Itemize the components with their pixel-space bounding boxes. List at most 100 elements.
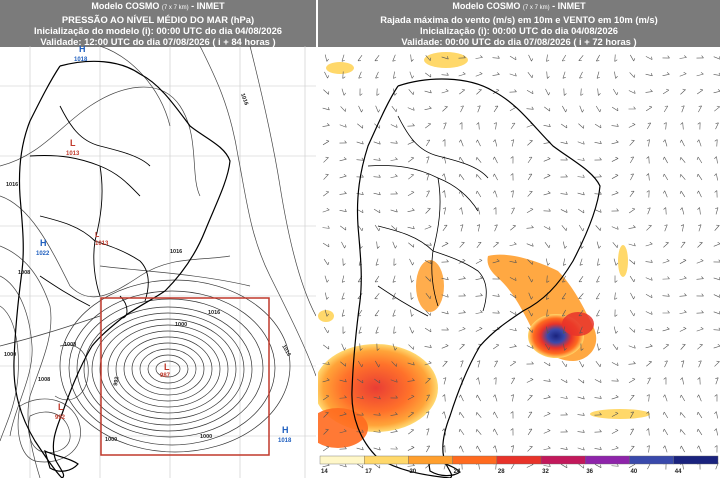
- wind-vector-barb: [442, 156, 445, 160]
- wind-vector: [390, 124, 398, 128]
- wind-vector-barb: [614, 297, 618, 300]
- wind-vector: [528, 275, 532, 283]
- wind-vector-barb: [563, 93, 567, 96]
- wind-vector-barb: [680, 207, 683, 211]
- wind-vector-barb: [699, 88, 703, 91]
- wind-vector: [714, 225, 720, 231]
- wind-vector: [561, 360, 567, 368]
- wind-vector: [509, 261, 517, 263]
- wind-vector: [323, 326, 329, 334]
- wind-vector: [341, 241, 345, 249]
- wind-vector: [323, 258, 329, 266]
- wind-vector-barb: [615, 262, 618, 266]
- wind-vector-barb: [428, 224, 432, 228]
- model-resolution: (7 x 7 km): [522, 5, 550, 11]
- wind-vector: [630, 292, 634, 300]
- wind-vector: [407, 465, 415, 467]
- wind-vector-barb: [480, 293, 483, 296]
- wind-vector: [527, 446, 533, 452]
- colorbar-tick-label: 36: [586, 469, 593, 475]
- wind-vector: [392, 343, 396, 351]
- wind-vector: [323, 344, 329, 350]
- wind-vector-barb: [429, 295, 432, 299]
- wind-vector-barb: [514, 344, 517, 347]
- wind-vector-barb: [696, 139, 700, 143]
- wind-vector-barb: [634, 345, 636, 349]
- wind-vector-barb: [475, 412, 478, 416]
- wind-vector-barb: [344, 379, 347, 383]
- wind-vector-barb: [565, 109, 568, 113]
- wind-vector: [679, 57, 687, 59]
- wind-vector: [577, 159, 585, 161]
- wind-vector: [510, 225, 516, 231]
- wind-vector-barb: [583, 141, 585, 145]
- wind-vector-barb: [548, 347, 551, 351]
- wind-vector: [322, 395, 330, 401]
- wind-vector-barb: [360, 246, 363, 249]
- wind-vector-barb: [393, 76, 397, 79]
- wind-vector: [696, 278, 704, 280]
- wind-vector-barb: [375, 77, 379, 79]
- wind-vector: [698, 190, 702, 198]
- wind-vector-barb: [476, 224, 480, 227]
- wind-vector: [373, 447, 381, 451]
- colorbar-tick-label: 17: [365, 469, 372, 475]
- wind-vector-barb: [326, 296, 329, 300]
- wind-vector: [441, 56, 449, 60]
- wind-vector: [493, 242, 499, 248]
- wind-vector: [648, 139, 650, 147]
- wind-vector: [648, 411, 650, 419]
- wind-vector-barb: [697, 377, 701, 380]
- wind-vector: [546, 326, 548, 334]
- wind-vector-barb: [564, 348, 567, 351]
- wind-vector: [408, 89, 414, 95]
- wind-vector-barb: [412, 123, 415, 127]
- wind-vector: [596, 275, 600, 283]
- wind-vector-barb: [515, 73, 517, 77]
- wind-vector: [322, 379, 330, 383]
- wind-vector: [408, 429, 414, 435]
- wind-vector: [407, 362, 415, 366]
- wind-vector-barb: [512, 224, 516, 227]
- wind-vector-barb: [396, 379, 398, 383]
- wind-vector-barb: [446, 276, 449, 280]
- wind-vector-barb: [344, 395, 347, 398]
- wind-vector: [475, 260, 483, 264]
- wind-vector-barb: [615, 395, 619, 398]
- wind-vector: [325, 292, 327, 300]
- wind-vector: [613, 326, 617, 334]
- isobar-label: 1016: [6, 182, 18, 188]
- wind-vector: [628, 208, 636, 214]
- wind-vector: [665, 122, 667, 130]
- wind-vector: [425, 378, 431, 384]
- wind-vector: [594, 448, 602, 450]
- low-pressure-chaco: L 1013: [95, 232, 109, 247]
- wind-vector-barb: [410, 428, 414, 431]
- wind-vector-barb: [325, 394, 329, 397]
- wind-vector: [526, 379, 534, 383]
- wind-vector-barb: [492, 411, 495, 415]
- isobar-label: 1016: [280, 344, 291, 358]
- wind-vector-barb: [479, 71, 483, 74]
- wind-vector-barb: [344, 464, 347, 468]
- model-name: Modelo COSMO: [91, 1, 160, 11]
- isobar-label: 1000: [4, 352, 16, 358]
- wind-vector: [424, 90, 432, 94]
- wind-vector: [392, 275, 396, 283]
- wind-vector-barb: [361, 429, 364, 433]
- wind-vector-barb: [446, 327, 449, 331]
- wind-vector-barb: [378, 109, 381, 113]
- wind-vector-barb: [426, 394, 430, 396]
- low-pressure-cyclone: L 987: [160, 362, 171, 379]
- wind-vector: [629, 275, 635, 283]
- wind-vector: [528, 309, 532, 317]
- wind-vector: [596, 71, 600, 79]
- wind-vector-barb: [510, 411, 514, 414]
- wind-vector-barb: [715, 377, 719, 379]
- wind-vector-barb: [649, 242, 653, 245]
- wind-vector-barb: [514, 328, 517, 331]
- wind-vector: [577, 414, 585, 416]
- wind-vector-barb: [458, 429, 461, 433]
- wind-vector: [696, 328, 704, 332]
- wind-vector-barb: [393, 331, 397, 334]
